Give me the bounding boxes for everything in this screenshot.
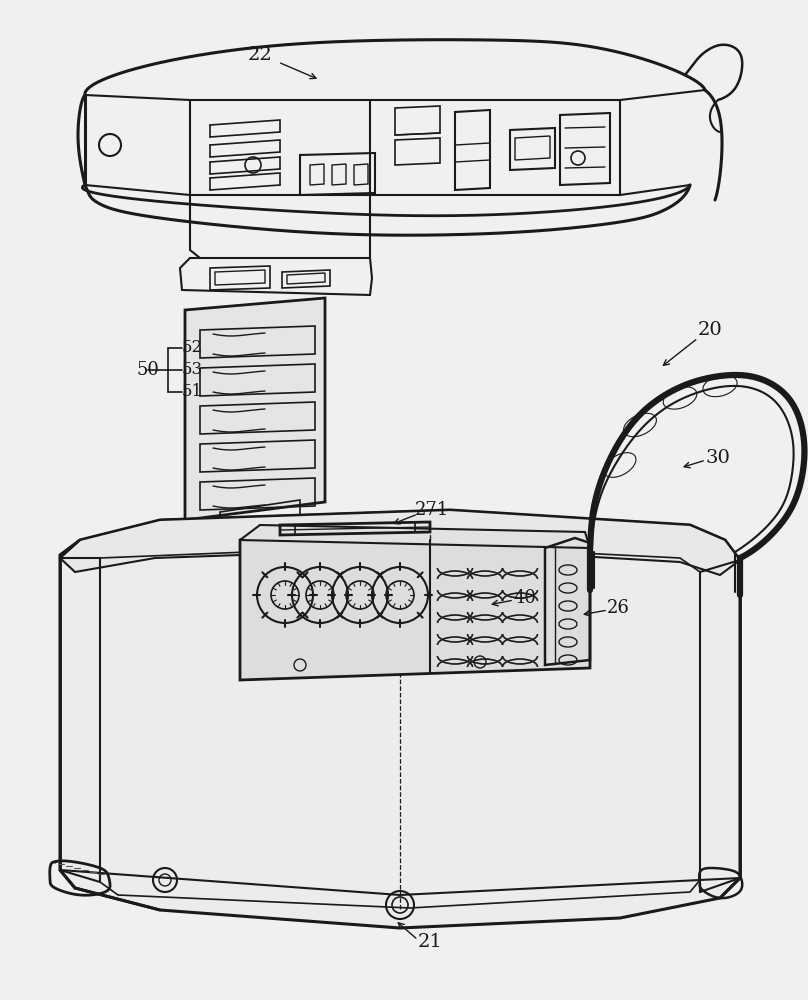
Polygon shape xyxy=(240,525,590,548)
Text: 50: 50 xyxy=(137,361,159,379)
Polygon shape xyxy=(240,535,590,680)
Text: 22: 22 xyxy=(247,46,272,64)
Text: 271: 271 xyxy=(415,501,449,519)
Text: 26: 26 xyxy=(607,599,629,617)
Text: 20: 20 xyxy=(697,321,722,339)
Text: 30: 30 xyxy=(705,449,730,467)
Polygon shape xyxy=(185,298,325,520)
Text: 52: 52 xyxy=(182,340,203,357)
Polygon shape xyxy=(60,510,740,928)
Text: 51: 51 xyxy=(182,383,203,400)
Text: 53: 53 xyxy=(182,361,203,378)
Text: 40: 40 xyxy=(514,589,537,607)
Polygon shape xyxy=(60,510,740,575)
Text: 21: 21 xyxy=(418,933,442,951)
